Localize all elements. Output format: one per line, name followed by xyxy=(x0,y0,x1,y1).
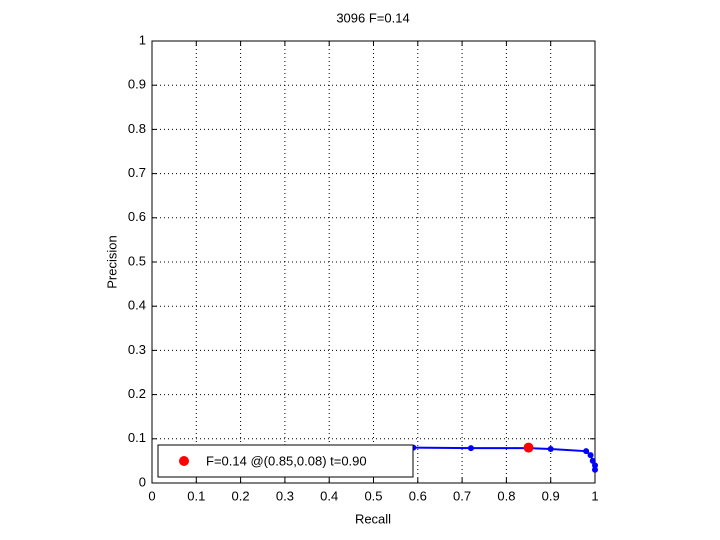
data-point xyxy=(592,462,598,469)
legend-marker xyxy=(179,456,189,466)
data-point xyxy=(547,445,554,452)
y-tick-label: 0.8 xyxy=(128,121,146,136)
plot-frame xyxy=(151,40,596,484)
y-tick-label: 0.2 xyxy=(128,386,146,401)
x-tick-label: 0.5 xyxy=(364,488,382,503)
data-point xyxy=(589,457,596,464)
x-tick-label: 0.7 xyxy=(453,488,471,503)
x-tick-label: 1 xyxy=(591,488,598,503)
data-point xyxy=(523,442,534,453)
x-tick-label: 0 xyxy=(148,488,155,503)
data-point xyxy=(467,445,474,452)
x-tick-label: 0.1 xyxy=(187,488,205,503)
y-tick-label: 0.7 xyxy=(128,165,146,180)
legend-box xyxy=(157,444,414,478)
x-tick-label: 0.6 xyxy=(409,488,427,503)
x-tick-label: 0.2 xyxy=(232,488,250,503)
x-axis-label: Recall xyxy=(355,511,391,526)
data-point xyxy=(583,448,590,455)
x-tick-label: 0.8 xyxy=(497,488,515,503)
y-axis-label: Precision xyxy=(104,235,119,288)
chart-title: 3096 F=0.14 xyxy=(336,10,409,25)
y-tick-label: 0.3 xyxy=(128,342,146,357)
data-point xyxy=(587,452,594,459)
x-tick-label: 0.9 xyxy=(542,488,560,503)
data-point xyxy=(592,466,598,473)
y-tick-label: 0.6 xyxy=(128,209,146,224)
x-tick-label: 0.4 xyxy=(320,488,338,503)
legend: F=0.14 @(0.85,0.08) t=0.90 xyxy=(157,444,414,478)
y-tick-label: 0.5 xyxy=(128,253,146,268)
y-tick-label: 0.9 xyxy=(128,77,146,92)
y-tick-label: 0.1 xyxy=(128,430,146,445)
y-tick-label: 0 xyxy=(139,474,146,489)
y-tick-label: 0.4 xyxy=(128,298,146,313)
legend-label: F=0.14 @(0.85,0.08) t=0.90 xyxy=(206,453,367,468)
x-tick-label: 0.3 xyxy=(276,488,294,503)
y-tick-label: 1 xyxy=(139,32,146,47)
